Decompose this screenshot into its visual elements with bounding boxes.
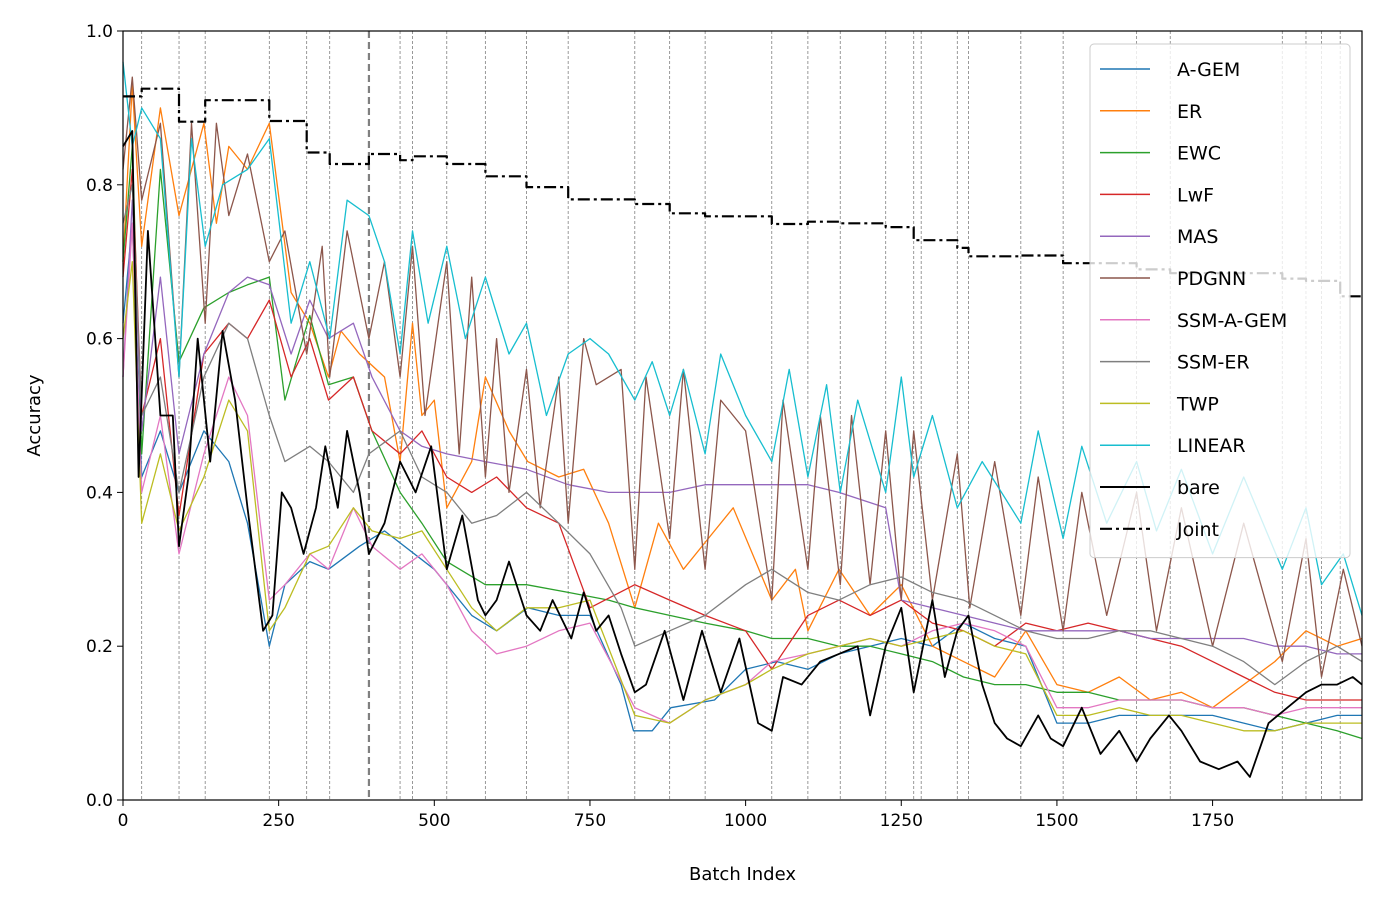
y-tick-label: 0.6: [86, 330, 113, 350]
legend-label-ewc: EWC: [1177, 143, 1221, 165]
plot-frame: [122, 30, 1363, 801]
y-tick-label: 0.4: [86, 483, 113, 503]
legend-label-ssm-er: SSM-ER: [1177, 352, 1250, 374]
legend-label-linear: LINEAR: [1177, 435, 1246, 457]
series-line-ssm-a-gem: [122, 222, 1362, 724]
legend-box: [1089, 43, 1351, 559]
x-tick-label: 1250: [880, 811, 923, 831]
y-tick-label: 0.0: [86, 791, 113, 811]
y-tick-label: 0.8: [86, 176, 113, 196]
legend-label-mas: MAS: [1177, 226, 1218, 248]
series-lines: [122, 61, 1363, 778]
axes: 0 250 500 750 1000 1250 1500 1750 0.0 0.2 0.4 0.6 0.…: [86, 22, 1234, 831]
x-tick-label: 0: [118, 811, 129, 831]
x-tick-label: 1000: [724, 811, 767, 831]
y-axis-label: Accuracy: [24, 374, 45, 457]
x-tick-label: 1750: [1191, 811, 1234, 831]
legend-label-lwf: LwF: [1177, 184, 1214, 206]
legend: A-GEM ER EWC LwF MAS PDGNN SSM-A-GEM SSM-ER TWP L…: [1089, 43, 1351, 559]
series-line-pdgnn: [122, 76, 1363, 678]
y-tick-label: 1.0: [86, 22, 113, 42]
series-line-ssm-er: [122, 184, 1363, 686]
legend-label-er: ER: [1177, 101, 1202, 123]
legend-label-a-gem: A-GEM: [1177, 59, 1240, 81]
x-tick-label: 1500: [1035, 811, 1078, 831]
x-tick-label: 500: [418, 811, 450, 831]
legend-label-joint: Joint: [1176, 519, 1219, 541]
series-line-mas: [122, 199, 1362, 655]
legend-label-twp: TWP: [1176, 393, 1219, 415]
legend-label-bare: bare: [1177, 477, 1220, 499]
y-tick-label: 0.2: [86, 637, 113, 657]
x-tick-label: 250: [262, 811, 294, 831]
series-line-bare: [122, 130, 1363, 778]
x-axis-label: Batch Index: [689, 864, 796, 885]
legend-label-pdgnn: PDGNN: [1177, 268, 1246, 290]
series-line-er: [122, 84, 1363, 709]
series-line-twp: [122, 261, 1362, 732]
x-tick-label: 750: [574, 811, 606, 831]
legend-label-ssm-a-gem: SSM-A-GEM: [1177, 310, 1287, 332]
